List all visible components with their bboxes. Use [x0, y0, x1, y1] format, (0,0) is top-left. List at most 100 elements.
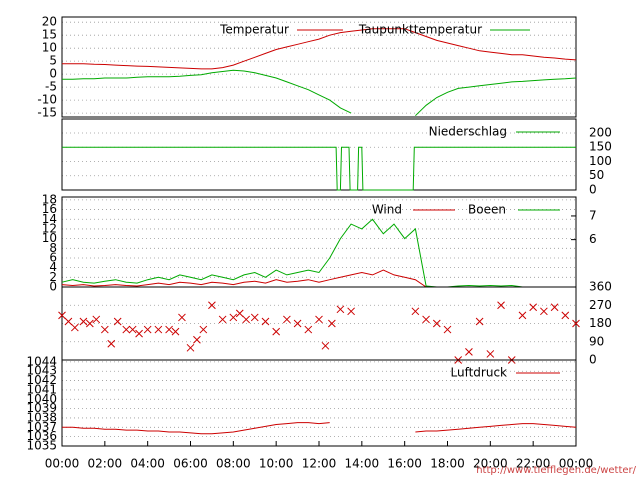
- series-line: [62, 69, 577, 117]
- y-tick-label: 2: [49, 270, 57, 284]
- legend-label: Taupunkttemperatur: [358, 23, 482, 37]
- scatter-point: [443, 325, 452, 334]
- y-tick-label: 90: [589, 334, 604, 348]
- scatter-point: [561, 311, 570, 320]
- scatter-point: [218, 315, 227, 324]
- y-tick-label: 8: [49, 241, 57, 255]
- y-tick-label: 6: [589, 232, 597, 246]
- y-tick-label: 1035: [26, 439, 57, 453]
- y-tick-label: 360: [589, 280, 612, 294]
- y-tick-label: 1039: [26, 401, 57, 415]
- scatter-point: [79, 317, 88, 326]
- x-tick-label: 08:00: [216, 457, 251, 471]
- scatter-point: [315, 315, 323, 324]
- scatter-point: [465, 348, 473, 356]
- y-tick-label: 0: [589, 353, 597, 367]
- scatter-point: [327, 319, 336, 328]
- scatter-point: [135, 329, 143, 338]
- y-tick-label: 1038: [26, 410, 57, 424]
- y-tick-label: 16: [42, 202, 57, 216]
- y-tick-label: 150: [589, 140, 612, 154]
- scatter-point: [540, 307, 548, 316]
- scatter-point: [100, 325, 109, 334]
- scatter-point: [85, 319, 94, 328]
- y-tick-label: -10: [37, 93, 57, 107]
- y-tick-label: 20: [42, 15, 57, 29]
- x-tick-label: 00:00: [45, 457, 80, 471]
- x-tick-label: 02:00: [88, 457, 123, 471]
- y-tick-label: 4: [49, 260, 57, 274]
- x-tick-label: 14:00: [345, 457, 380, 471]
- y-tick-label: 200: [589, 125, 612, 139]
- y-tick-label: 14: [42, 212, 57, 226]
- scatter-point: [92, 315, 101, 324]
- scatter-point: [486, 350, 495, 358]
- panel-frame: [61, 118, 577, 191]
- y-tick-label: 100: [589, 154, 612, 168]
- y-tick-label: 7: [589, 208, 597, 222]
- y-tick-label: 180: [589, 316, 612, 330]
- series-line: [62, 146, 576, 191]
- x-tick-label: 06:00: [173, 457, 208, 471]
- series-line: [61, 218, 576, 288]
- x-tick-label: 04:00: [130, 457, 165, 471]
- scatter-point: [58, 311, 66, 320]
- scatter-point: [70, 323, 79, 332]
- y-tick-label: 6: [49, 250, 57, 264]
- y-tick-label: 5: [49, 54, 57, 68]
- y-tick-label: 10: [42, 41, 57, 55]
- legend-label: Luftdruck: [450, 366, 507, 380]
- scatter-point: [293, 319, 302, 328]
- panel-frame: [61, 359, 577, 447]
- scatter-point: [113, 317, 122, 326]
- scatter-point: [186, 343, 195, 352]
- x-tick-label: 18:00: [430, 457, 465, 471]
- scatter-point: [497, 301, 505, 310]
- scatter-point: [242, 315, 251, 324]
- legend-label: Boeen: [468, 203, 506, 217]
- scatter-point: [143, 325, 152, 334]
- y-tick-label: 10: [42, 231, 57, 245]
- scatter-point: [107, 339, 116, 348]
- scatter-point: [572, 319, 580, 328]
- y-tick-label: 270: [589, 298, 612, 312]
- legend-label: Temperatur: [219, 23, 289, 37]
- scatter-point: [165, 325, 173, 334]
- legend-label: Wind: [372, 203, 402, 217]
- scatter-point: [171, 327, 180, 336]
- y-tick-label: 1041: [26, 382, 57, 396]
- x-tick-label: 10:00: [259, 457, 294, 471]
- y-tick-label: 1044: [26, 354, 57, 368]
- scatter-point: [261, 317, 270, 326]
- y-tick-label: 1042: [26, 373, 57, 387]
- scatter-point: [122, 325, 131, 334]
- scatter-point: [64, 317, 73, 326]
- scatter-point: [250, 313, 259, 322]
- scatter-point: [411, 307, 420, 316]
- series-line: [62, 28, 577, 70]
- y-tick-label: 18: [42, 192, 57, 206]
- scatter-point: [235, 309, 244, 318]
- scatter-point: [550, 303, 559, 312]
- scatter-point: [321, 341, 330, 350]
- y-tick-label: 1036: [26, 429, 57, 443]
- y-tick-label: 1040: [26, 392, 57, 406]
- scatter-point: [272, 327, 281, 336]
- y-tick-label: 15: [42, 28, 57, 42]
- scatter-point: [283, 315, 291, 324]
- y-tick-label: -5: [45, 80, 57, 94]
- scatter-point: [422, 315, 430, 324]
- y-tick-label: 1037: [26, 420, 57, 434]
- scatter-point: [336, 305, 345, 314]
- footer-url: http://www.tiefflegen.de/wetter/: [476, 465, 636, 476]
- y-tick-label: 12: [42, 221, 57, 235]
- y-tick-label: -15: [37, 106, 57, 120]
- y-tick-label: 0: [49, 280, 57, 294]
- scatter-point: [432, 319, 441, 328]
- scatter-point: [229, 313, 238, 322]
- y-tick-label: 0: [49, 67, 57, 81]
- x-tick-label: 12:00: [302, 457, 337, 471]
- legend-label: Niederschlag: [429, 125, 507, 139]
- series-line: [62, 422, 577, 435]
